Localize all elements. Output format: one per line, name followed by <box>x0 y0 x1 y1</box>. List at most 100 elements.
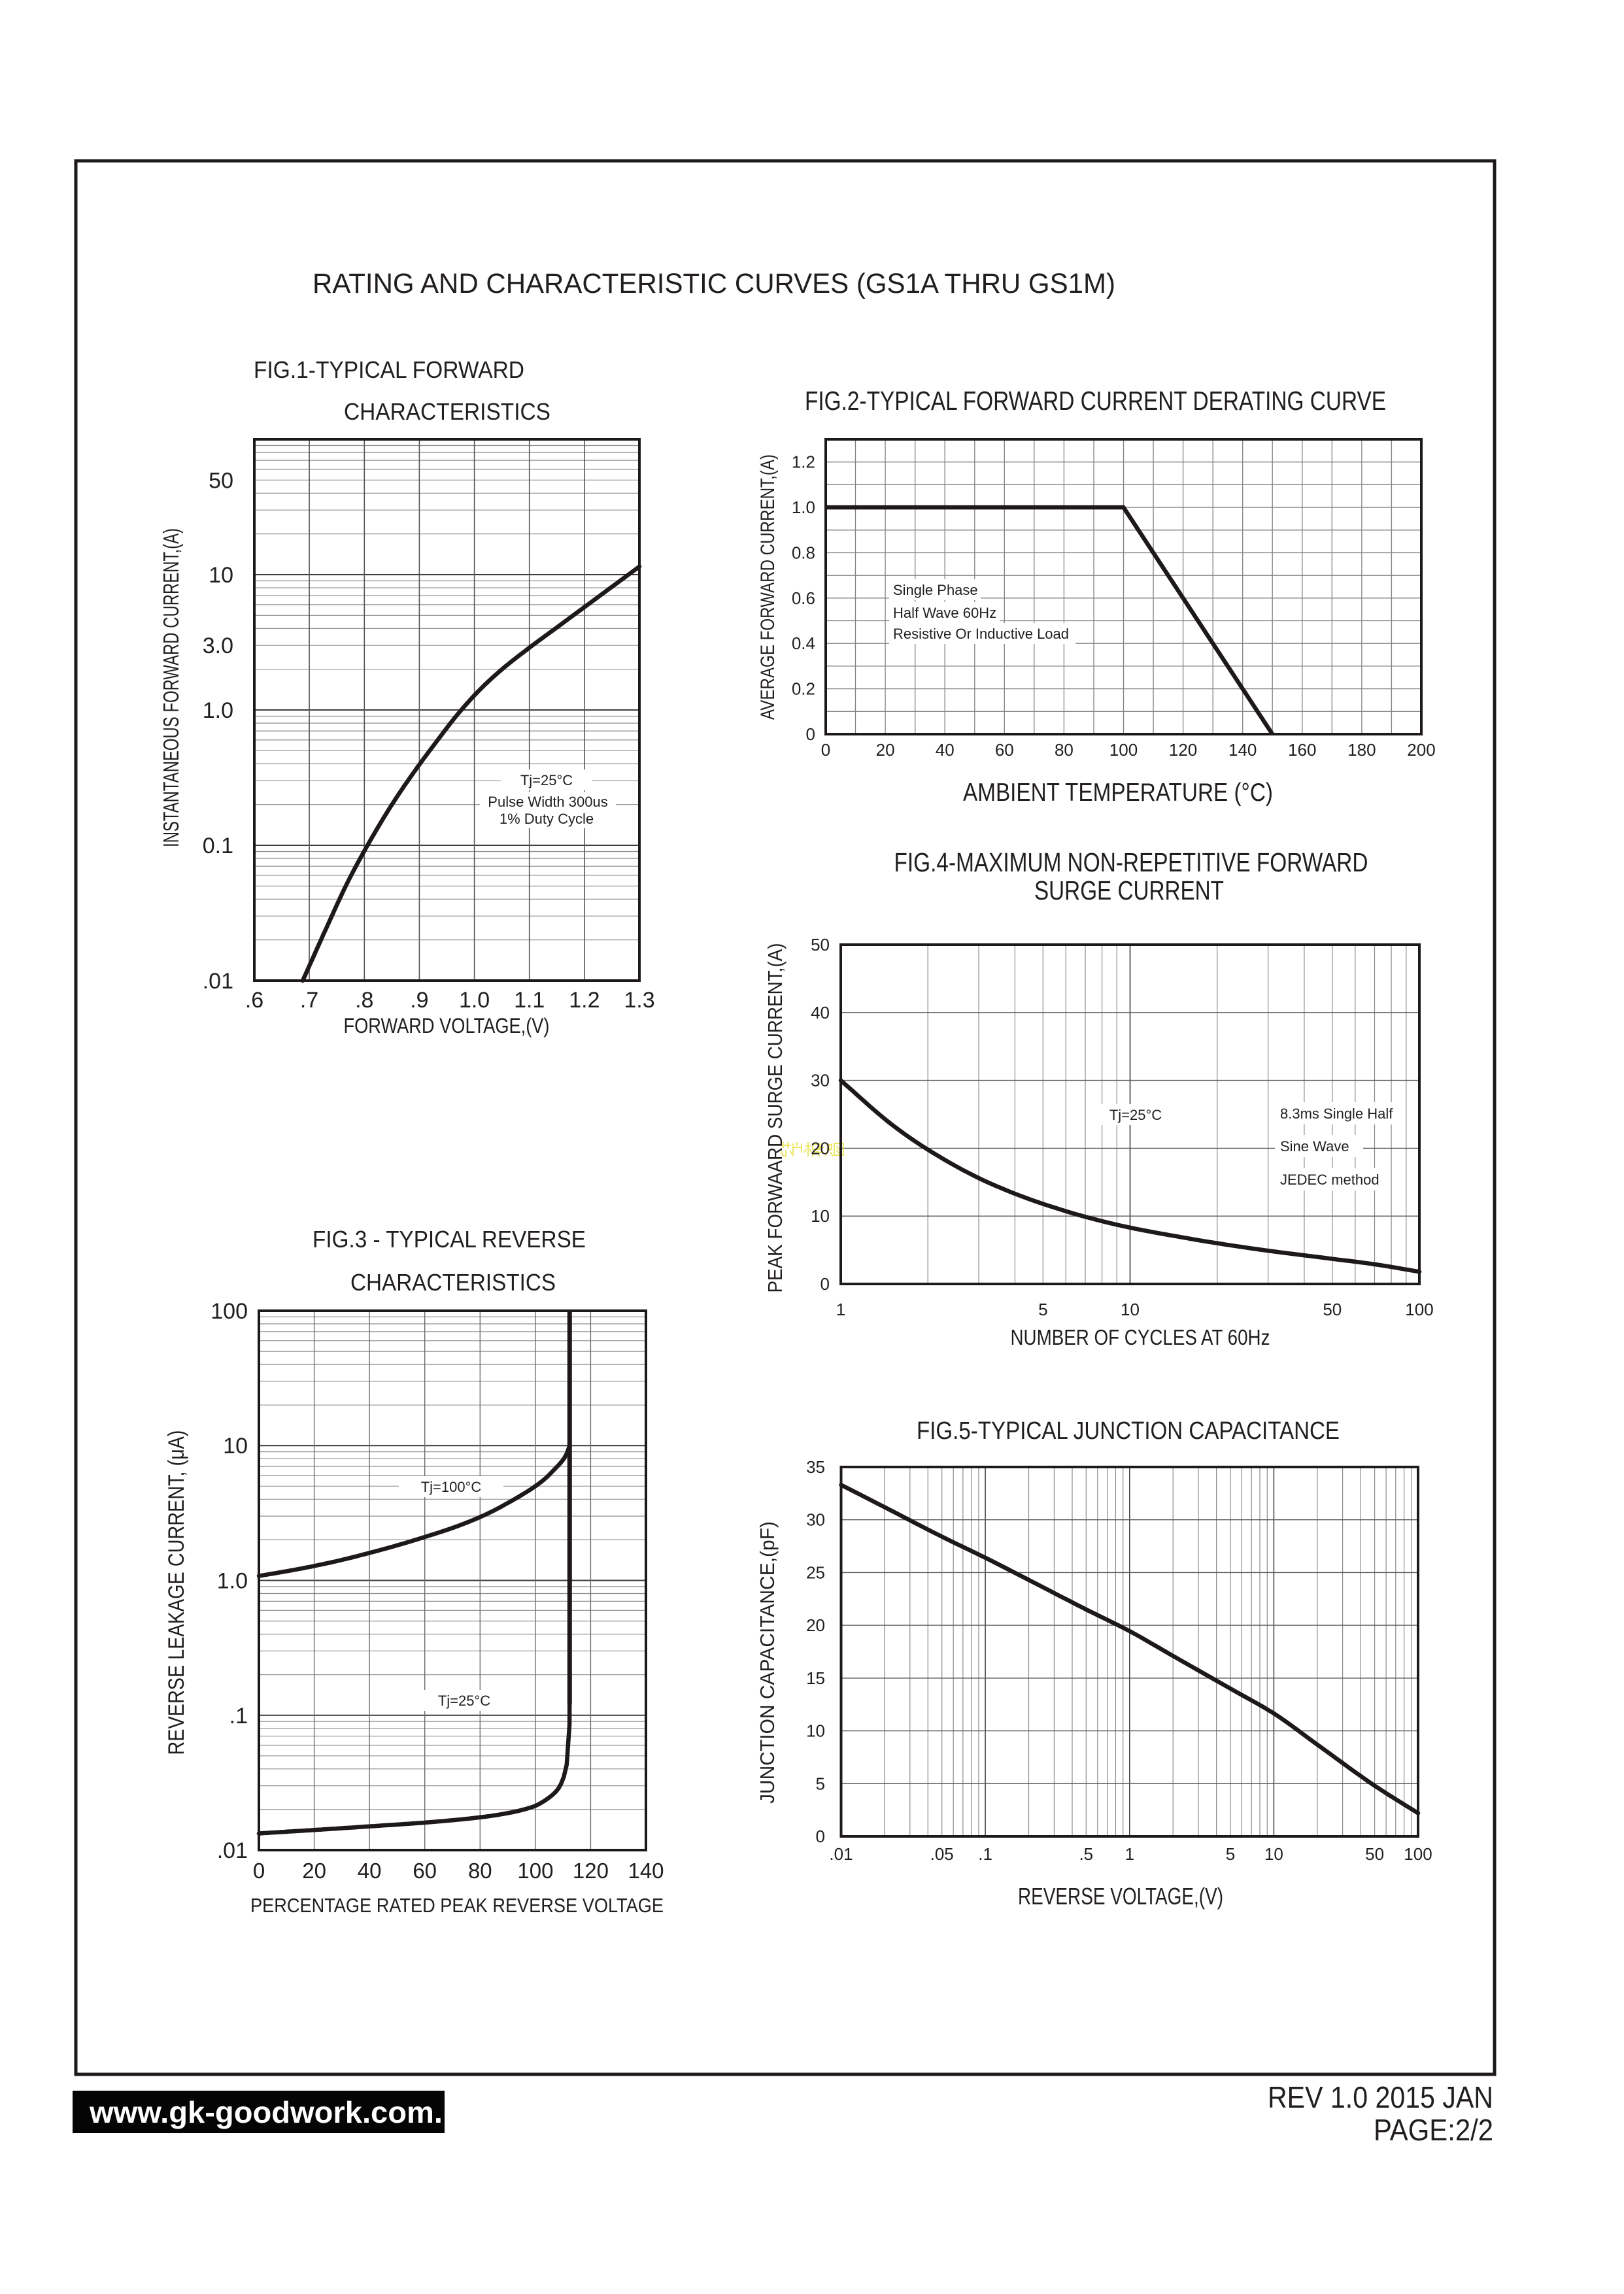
svg-text:Tj=25°C: Tj=25°C <box>1109 1107 1162 1123</box>
svg-text:5: 5 <box>816 1774 825 1793</box>
svg-text:100: 100 <box>1405 1300 1433 1319</box>
svg-text:0.4: 0.4 <box>792 633 815 653</box>
svg-text:60: 60 <box>995 740 1014 760</box>
svg-text:3.0: 3.0 <box>203 633 233 658</box>
svg-text:.9: .9 <box>410 988 428 1013</box>
svg-text:100: 100 <box>517 1859 553 1883</box>
svg-text:200: 200 <box>1407 740 1435 760</box>
svg-text:5: 5 <box>1038 1300 1047 1319</box>
svg-text:10: 10 <box>209 563 233 588</box>
svg-text:.05: .05 <box>930 1844 954 1864</box>
svg-text:50: 50 <box>1365 1844 1384 1864</box>
svg-text:5: 5 <box>1226 1844 1235 1864</box>
svg-text:80: 80 <box>468 1859 492 1883</box>
svg-text:AVERAGE FORWARD CURRENT,(A): AVERAGE FORWARD CURRENT,(A) <box>757 454 779 720</box>
svg-text:REV 1.0 2015 JAN: REV 1.0 2015 JAN <box>1268 2080 1493 2114</box>
svg-text:1.3: 1.3 <box>624 988 654 1013</box>
svg-text:100: 100 <box>1404 1844 1432 1864</box>
svg-text:10: 10 <box>1121 1300 1140 1319</box>
svg-text:0.1: 0.1 <box>203 834 233 858</box>
svg-text:.01: .01 <box>203 969 233 994</box>
svg-text:160: 160 <box>1288 740 1316 760</box>
svg-text:SURGE CURRENT: SURGE CURRENT <box>1034 875 1224 905</box>
svg-text:0: 0 <box>820 1274 830 1294</box>
svg-text:.6: .6 <box>245 988 263 1013</box>
svg-text:50: 50 <box>811 935 830 954</box>
svg-text:.5: .5 <box>1079 1844 1093 1864</box>
svg-text:100: 100 <box>1109 740 1138 760</box>
svg-text:8.3ms Single Half: 8.3ms Single Half <box>1280 1105 1393 1122</box>
svg-text:.8: .8 <box>355 988 373 1013</box>
svg-text:JEDEC method: JEDEC method <box>1280 1172 1379 1188</box>
svg-text:.01: .01 <box>829 1844 853 1864</box>
svg-text:100: 100 <box>211 1299 248 1324</box>
svg-text:10: 10 <box>223 1434 248 1459</box>
svg-text:1.0: 1.0 <box>217 1569 248 1594</box>
svg-text:60: 60 <box>413 1859 437 1883</box>
svg-text:0: 0 <box>816 1827 825 1846</box>
svg-text:1: 1 <box>836 1300 845 1319</box>
svg-text:40: 40 <box>811 1003 830 1022</box>
svg-text:35: 35 <box>806 1457 825 1477</box>
svg-text:1.0: 1.0 <box>203 698 233 723</box>
svg-text:50: 50 <box>209 468 233 493</box>
svg-text:40: 40 <box>936 740 955 760</box>
svg-text:0: 0 <box>253 1859 265 1883</box>
svg-text:.7: .7 <box>300 988 318 1013</box>
svg-text:0: 0 <box>806 724 815 744</box>
svg-text:PERCENTAGE RATED PEAK REVERSE: PERCENTAGE RATED PEAK REVERSE VOLTAGE <box>250 1894 664 1917</box>
svg-text:NUMBER OF CYCLES AT 60Hz: NUMBER OF CYCLES AT 60Hz <box>1011 1325 1270 1349</box>
svg-text:10: 10 <box>1264 1844 1283 1864</box>
svg-text:.01: .01 <box>217 1838 248 1863</box>
svg-text:CHARACTERISTICS: CHARACTERISTICS <box>350 1269 556 1296</box>
svg-text:FIG.3 - TYPICAL REVERSE: FIG.3 - TYPICAL REVERSE <box>313 1226 586 1253</box>
svg-text:REVERSE LEAKAGE CURRENT, (μA): REVERSE LEAKAGE CURRENT, (μA) <box>164 1430 189 1755</box>
svg-text:15: 15 <box>806 1668 825 1688</box>
svg-text:180: 180 <box>1347 740 1376 760</box>
svg-text:1.0: 1.0 <box>459 988 490 1013</box>
svg-text:FIG.2-TYPICAL FORWARD CURRENT: FIG.2-TYPICAL FORWARD CURRENT DERATING C… <box>805 386 1386 416</box>
svg-text:120: 120 <box>1169 740 1197 760</box>
svg-text:1% Duty Cycle: 1% Duty Cycle <box>499 811 594 827</box>
svg-text:RATING AND CHARACTERISTIC CURV: RATING AND CHARACTERISTIC CURVES (GS1A T… <box>313 268 1115 299</box>
svg-text:PEAK FORWAARD SURGE CURRENT,(A: PEAK FORWAARD SURGE CURRENT,(A) <box>764 943 787 1293</box>
svg-text:20: 20 <box>876 740 895 760</box>
svg-text:AMBIENT TEMPERATURE (°C): AMBIENT TEMPERATURE (°C) <box>963 779 1273 807</box>
svg-text:PAGE:2/2: PAGE:2/2 <box>1374 2113 1493 2147</box>
svg-text:1.1: 1.1 <box>514 988 545 1013</box>
svg-text:140: 140 <box>628 1859 664 1883</box>
svg-text:JUNCTION CAPACITANCE,(pF): JUNCTION CAPACITANCE,(pF) <box>756 1521 779 1804</box>
svg-text:20: 20 <box>302 1859 326 1883</box>
svg-text:140: 140 <box>1228 740 1257 760</box>
svg-text:Tj=25°C: Tj=25°C <box>520 772 573 788</box>
svg-text:1: 1 <box>1125 1844 1134 1864</box>
svg-text:0.6: 0.6 <box>792 588 815 608</box>
svg-text:Pulse Width 300us: Pulse Width 300us <box>488 794 607 810</box>
svg-text:120: 120 <box>573 1859 609 1883</box>
svg-text:Tj=100°C: Tj=100°C <box>421 1479 482 1495</box>
svg-text:.1: .1 <box>978 1844 992 1864</box>
svg-text:20: 20 <box>806 1615 825 1635</box>
svg-text:25: 25 <box>806 1562 825 1582</box>
svg-text:REVERSE VOLTAGE,(V): REVERSE VOLTAGE,(V) <box>1018 1883 1223 1910</box>
svg-text:0.2: 0.2 <box>792 679 815 699</box>
svg-text:Tj=25°C: Tj=25°C <box>438 1693 490 1709</box>
svg-text:Resistive Or Inductive Load: Resistive Or Inductive Load <box>893 626 1069 642</box>
svg-text:Half Wave 60Hz: Half Wave 60Hz <box>893 605 996 621</box>
svg-text:30: 30 <box>806 1510 825 1530</box>
svg-text:10: 10 <box>806 1721 825 1741</box>
svg-text:FORWARD VOLTAGE,(V): FORWARD VOLTAGE,(V) <box>344 1014 550 1037</box>
svg-text:FIG.5-TYPICAL JUNCTION CAPACIT: FIG.5-TYPICAL JUNCTION CAPACITANCE <box>917 1417 1340 1445</box>
svg-text:1.0: 1.0 <box>792 498 815 517</box>
svg-text:0: 0 <box>821 740 830 760</box>
svg-text:20: 20 <box>811 1138 830 1158</box>
svg-text:10: 10 <box>811 1206 830 1226</box>
svg-text:80: 80 <box>1055 740 1074 760</box>
svg-text:FIG.4-MAXIMUM NON-REPETITIVE F: FIG.4-MAXIMUM NON-REPETITIVE FORWARD <box>894 847 1368 877</box>
svg-text:CHARACTERISTICS: CHARACTERISTICS <box>344 398 550 425</box>
svg-text:www.gk-goodwork.com.: www.gk-goodwork.com. <box>89 2095 443 2129</box>
svg-text:0.8: 0.8 <box>792 543 815 563</box>
svg-text:Single Phase: Single Phase <box>893 582 978 598</box>
svg-text:.1: .1 <box>229 1704 248 1729</box>
svg-text:30: 30 <box>811 1071 830 1090</box>
